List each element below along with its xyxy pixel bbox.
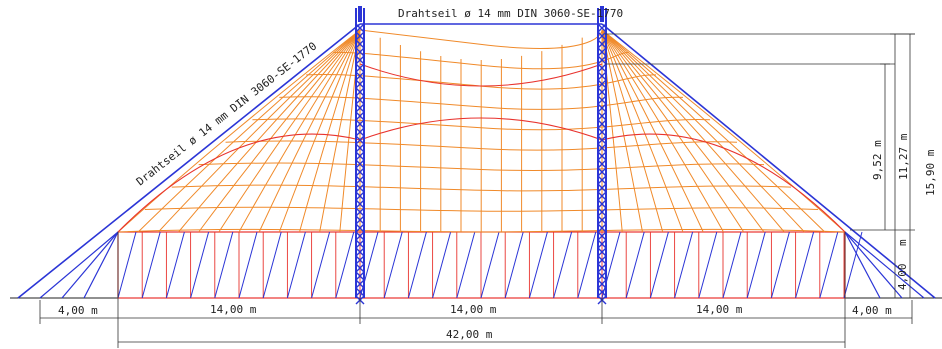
dim-span-middle: 14,00 m [450,303,497,316]
dim-span-right: 14,00 m [696,303,743,316]
dim-total-width: 42,00 m [446,328,493,341]
wall-stays-blue [117,231,863,299]
side-wall-red [117,231,846,299]
dim-height-wall-unit: m [896,239,909,246]
mast-right [597,6,607,305]
dim-height-eave-low: 9,52 m [871,140,884,180]
guy-cables [17,23,936,299]
dim-height-wall: 4,00 [896,264,909,291]
dim-left-outer: 4,00 m [58,304,98,317]
cable-label-top: Drahtseil ø 14 mm DIN 3060-SE-1770 [398,7,623,20]
roof-membrane-orange [117,29,846,233]
cable-label-left: Drahtseil ø 14 mm DIN 3060-SE-1770 [134,39,319,188]
mast-left [355,6,365,305]
horizontal-dimensions [39,232,913,348]
dim-height-eave-mid: 11,27 m [897,133,910,180]
vertical-dimensions [605,33,915,298]
dim-height-total: 15,90 m [924,149,937,196]
dim-right-outer: 4,00 m [852,304,892,317]
dim-span-left: 14,00 m [210,303,257,316]
